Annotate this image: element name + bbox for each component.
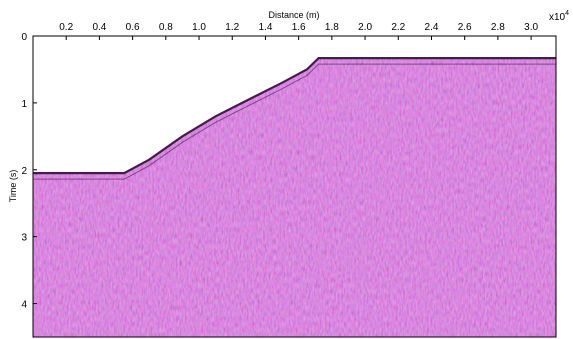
x-tick-label: 1.2 — [225, 22, 239, 33]
x-tick-label: 2.0 — [358, 22, 372, 33]
x-axis-title: Distance (m) — [268, 10, 319, 20]
plot-area — [33, 36, 556, 337]
y-axis-ticks: 0 1 2 3 4 — [21, 32, 37, 311]
plot-frame — [32, 35, 557, 338]
x-tick-label: 2.8 — [491, 22, 505, 33]
y-axis-title: Time (s) — [8, 170, 18, 203]
y-tick-label: 3 — [21, 233, 27, 244]
x-tick-label: 1.0 — [192, 22, 206, 33]
x-tick-label: 1.8 — [325, 22, 339, 33]
seafloor-reflector-echo — [33, 63, 556, 180]
x-tick-label: 0.4 — [92, 22, 106, 33]
y-tick-label: 0 — [21, 32, 27, 43]
y-tick-label: 4 — [21, 300, 27, 311]
x-tick-label: 2.2 — [391, 22, 405, 33]
x-tick-label: 2.6 — [458, 22, 472, 33]
x-tick-label: 0.8 — [159, 22, 173, 33]
x-tick-label: 1.4 — [258, 22, 272, 33]
seafloor-reflector — [33, 57, 556, 175]
x-tick-label: 1.6 — [292, 22, 306, 33]
y-tick-label: 2 — [21, 166, 27, 177]
x-axis-ticks: 0.2 0.4 0.6 0.8 1.0 1.2 1.4 1.6 1.8 2.0 2.2 2.4 2.6 2… — [59, 22, 538, 40]
x-tick-label: 0.2 — [59, 22, 73, 33]
x-axis-multiplier: x104 — [549, 10, 569, 23]
y-tick-label: 1 — [21, 99, 27, 110]
x-tick-label: 2.4 — [425, 22, 439, 33]
water-column-mask — [33, 36, 556, 174]
x-tick-label: 3.0 — [524, 22, 538, 33]
x-tick-label: 0.6 — [126, 22, 140, 33]
